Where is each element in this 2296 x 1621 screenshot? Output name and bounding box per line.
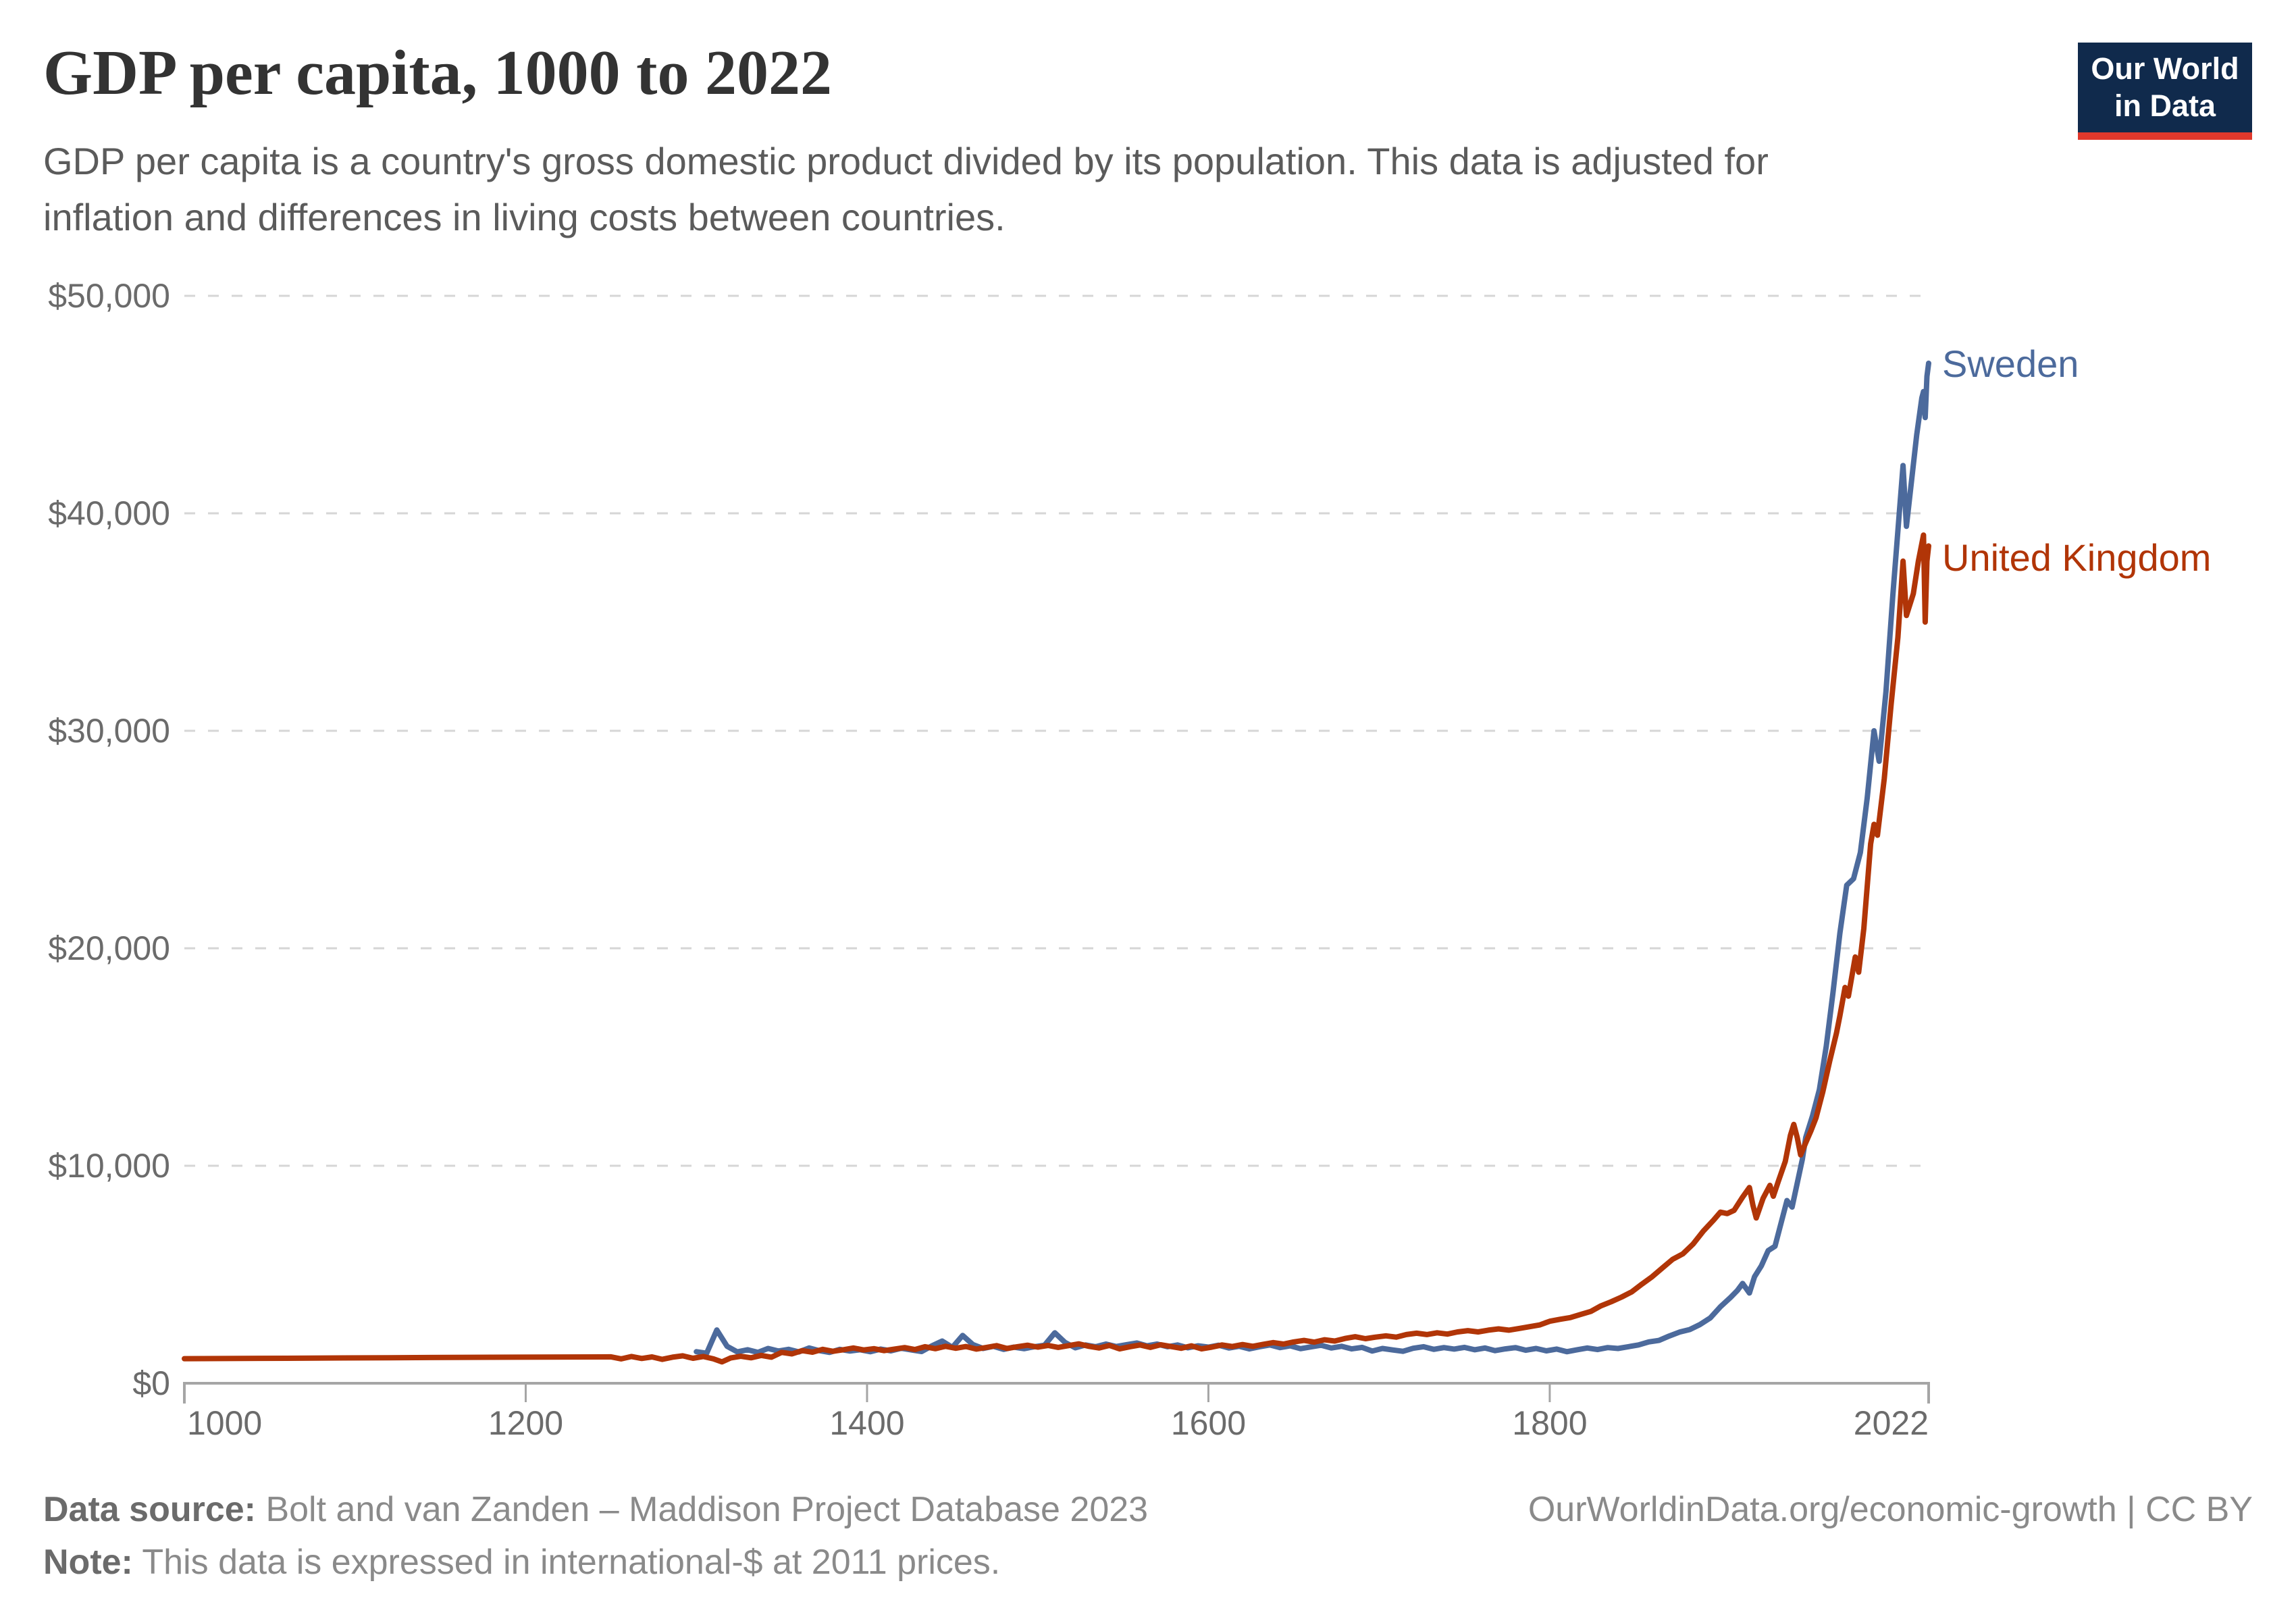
owid-logo-line2: in Data — [2114, 88, 2216, 123]
x-tick-label: 1000 — [187, 1404, 262, 1442]
owid-logo-line1: Our World — [2091, 51, 2239, 86]
page-subtitle: GDP per capita is a country's gross dome… — [43, 140, 1769, 238]
x-tick-label: 2022 — [1854, 1404, 1929, 1442]
credit-line[interactable]: OurWorldinData.org/economic-growth | CC … — [1528, 1490, 2253, 1529]
y-tick-label: $40,000 — [48, 494, 170, 532]
y-tick-label: $20,000 — [48, 929, 170, 967]
y-tick-label: $0 — [132, 1364, 170, 1402]
series-label-united-kingdom[interactable]: United Kingdom — [1942, 536, 2212, 579]
x-tick-label: 1400 — [829, 1404, 904, 1442]
x-tick-label: 1600 — [1171, 1404, 1246, 1442]
x-axis-line — [183, 1382, 1930, 1404]
data-line-sweden[interactable] — [694, 360, 1931, 1356]
data-source-label: Data source: — [43, 1490, 256, 1529]
owid-logo[interactable]: Our World in Data — [2078, 43, 2252, 140]
footer: Data source: Bolt and van Zanden – Maddi… — [43, 1483, 2253, 1589]
data-source-text: Bolt and van Zanden – Maddison Project D… — [256, 1490, 1149, 1529]
y-tick-label: $10,000 — [48, 1147, 170, 1185]
owid-logo-text: Our World in Data — [2078, 43, 2252, 132]
data-line-united-kingdom[interactable] — [182, 532, 1931, 1365]
page-title: GDP per capita, 1000 to 2022 — [43, 38, 832, 108]
note-label: Note: — [43, 1543, 133, 1582]
footer-left: Data source: Bolt and van Zanden – Maddi… — [43, 1483, 1148, 1589]
x-tick-label: 1200 — [488, 1404, 563, 1442]
note-text: This data is expressed in international-… — [132, 1543, 1001, 1582]
owid-logo-red-bar — [2078, 132, 2252, 140]
note-line: Note: This data is expressed in internat… — [43, 1536, 1148, 1589]
y-tick-label: $30,000 — [48, 712, 170, 750]
data-source-line: Data source: Bolt and van Zanden – Maddi… — [43, 1483, 1148, 1536]
y-tick-label: $50,000 — [48, 277, 170, 315]
x-tick-label: 1800 — [1512, 1404, 1587, 1442]
series-label-sweden[interactable]: Sweden — [1942, 342, 2079, 385]
